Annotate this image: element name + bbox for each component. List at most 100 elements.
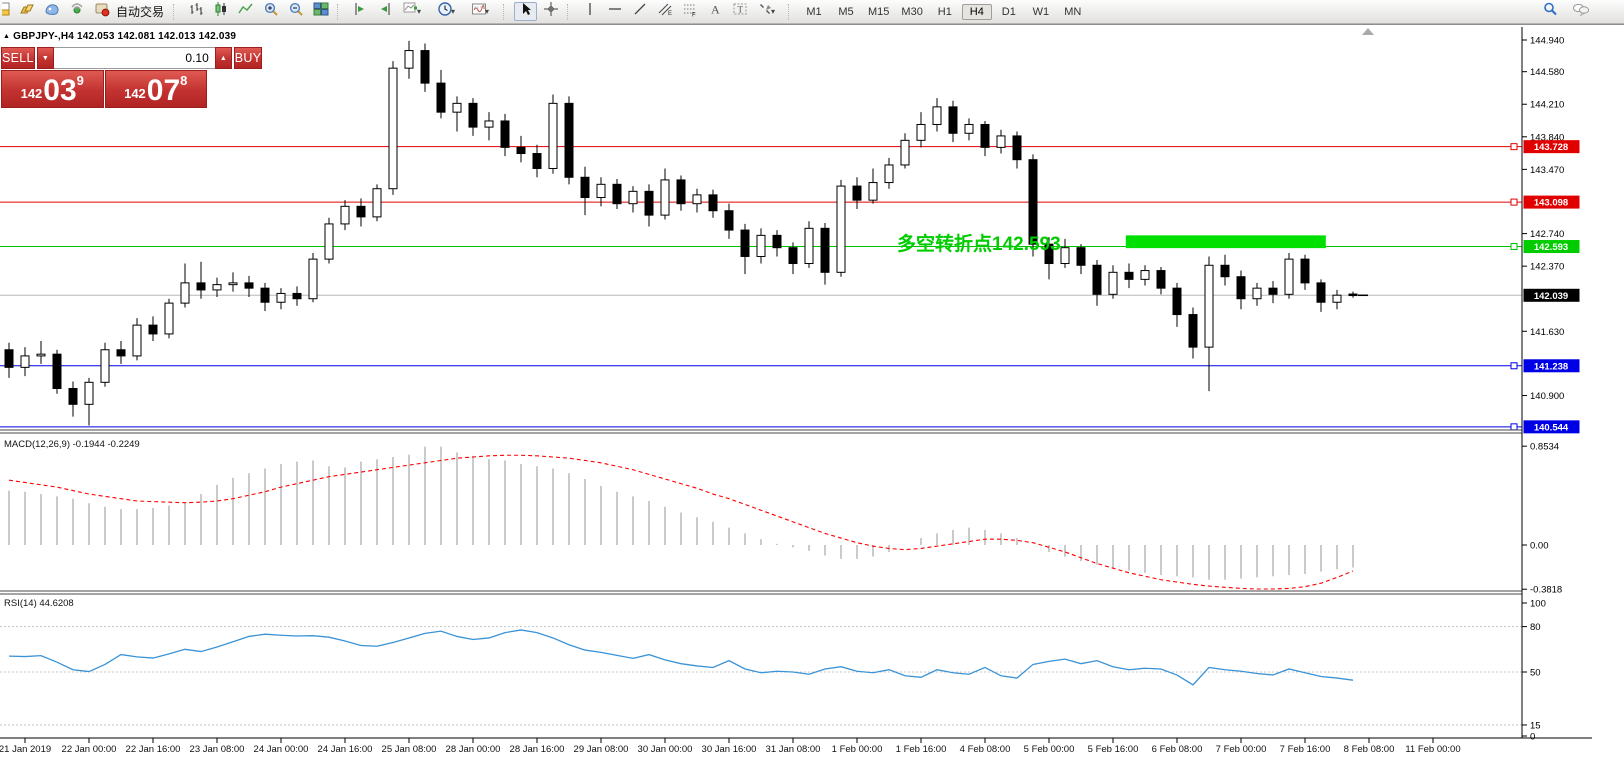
candle bbox=[1348, 293, 1358, 297]
timeframe-h4[interactable]: H4 bbox=[961, 3, 992, 20]
candle bbox=[1332, 294, 1342, 303]
candle bbox=[84, 381, 94, 405]
price-chart-canvas[interactable]: 144.940 144.580 144.210 143.840 143.470 142.7… bbox=[0, 25, 1624, 773]
symbol-ohlc-label: ▲ GBPJPY-,H4 142.053 142.081 142.013 142.… bbox=[3, 31, 236, 42]
chart-shift-button[interactable] bbox=[348, 2, 371, 21]
level-end-marker bbox=[1510, 423, 1518, 431]
sell-price-big: 03 bbox=[43, 73, 77, 107]
buy-price-pip: 8 bbox=[180, 73, 188, 88]
signals-icon bbox=[69, 1, 85, 22]
zoom-out-button[interactable] bbox=[284, 2, 307, 21]
candle bbox=[4, 349, 14, 368]
search-button[interactable] bbox=[1538, 2, 1561, 21]
candle bbox=[468, 102, 478, 128]
svg-text:143.840: 143.840 bbox=[1530, 132, 1564, 143]
volume-decrease-button[interactable]: ▼ bbox=[36, 47, 54, 69]
svg-text:0.00: 0.00 bbox=[1530, 541, 1549, 552]
timeframe-w1[interactable]: W1 bbox=[1032, 5, 1050, 18]
fibonacci-button[interactable]: F bbox=[678, 2, 701, 21]
svg-text:7 Feb 00:00: 7 Feb 00:00 bbox=[1216, 744, 1267, 755]
candle bbox=[980, 123, 990, 148]
crosshair-button[interactable] bbox=[539, 2, 562, 21]
candle bbox=[404, 50, 414, 69]
text-label-button[interactable]: T bbox=[728, 2, 751, 21]
periods-button[interactable]: ▾ bbox=[432, 2, 464, 21]
buy-price-prefix: 142 bbox=[124, 86, 146, 101]
line-chart-button[interactable] bbox=[234, 2, 257, 21]
candle bbox=[52, 353, 62, 389]
volume-input[interactable] bbox=[53, 47, 215, 69]
cursor-button[interactable] bbox=[514, 1, 538, 22]
svg-text:7 Feb 16:00: 7 Feb 16:00 bbox=[1280, 744, 1331, 755]
candle bbox=[1156, 270, 1166, 289]
candle bbox=[564, 102, 574, 178]
vertical-line-button[interactable] bbox=[578, 2, 601, 21]
svg-text:30 Jan 00:00: 30 Jan 00:00 bbox=[638, 744, 693, 755]
svg-text:31 Jan 08:00: 31 Jan 08:00 bbox=[766, 744, 821, 755]
tile-windows-button[interactable] bbox=[309, 2, 332, 21]
candle bbox=[36, 353, 46, 357]
toolbar-separator bbox=[567, 3, 573, 20]
horizontal-line-button[interactable] bbox=[603, 2, 626, 21]
candle bbox=[516, 146, 526, 155]
volume-increase-button[interactable]: ▲ bbox=[214, 47, 232, 69]
price-badge bbox=[1523, 140, 1580, 154]
arrows-button[interactable]: ▾ bbox=[753, 2, 783, 21]
zoom-in-button[interactable] bbox=[259, 2, 282, 21]
trend-line-button[interactable] bbox=[628, 2, 651, 21]
autotrading-label[interactable]: 自动交易 bbox=[116, 5, 165, 19]
chart-autoscroll-button[interactable] bbox=[373, 2, 396, 21]
gold-button[interactable] bbox=[15, 2, 38, 21]
timeframe-m30[interactable]: M30 bbox=[901, 5, 923, 18]
bar-chart-icon bbox=[188, 1, 204, 22]
chevron-down-icon: ▾ bbox=[485, 7, 490, 16]
equidistant-channel-button[interactable]: E bbox=[653, 2, 676, 21]
templates-icon bbox=[471, 1, 487, 22]
candle bbox=[628, 190, 638, 205]
signals-button[interactable] bbox=[65, 2, 88, 21]
new-order-button[interactable] bbox=[2, 2, 13, 21]
svg-text:F: F bbox=[692, 13, 696, 18]
sell-price-button[interactable]: 142 03 9 bbox=[1, 70, 104, 108]
arrows-icon bbox=[757, 1, 773, 22]
candle bbox=[308, 258, 318, 300]
sell-button[interactable]: SELL bbox=[1, 47, 35, 69]
mail-button[interactable] bbox=[40, 2, 63, 21]
svg-text:100: 100 bbox=[1530, 599, 1546, 610]
pivot-annotation-text: 多空转折点142.593 bbox=[897, 234, 1061, 255]
candle bbox=[932, 106, 942, 125]
candlestick-chart-button[interactable] bbox=[209, 2, 232, 21]
autotrading-button[interactable] bbox=[90, 2, 113, 21]
templates-button[interactable]: ▾ bbox=[466, 2, 498, 21]
svg-text:140.900: 140.900 bbox=[1530, 391, 1564, 402]
timeframe-m1[interactable]: M1 bbox=[806, 5, 822, 18]
cursor-icon bbox=[518, 1, 534, 22]
candle bbox=[804, 227, 814, 265]
chat-button[interactable] bbox=[1569, 2, 1592, 21]
timeframe-m15[interactable]: M15 bbox=[868, 5, 890, 18]
crosshair-icon bbox=[543, 1, 559, 22]
price-badge bbox=[1523, 359, 1580, 373]
svg-text:141.630: 141.630 bbox=[1530, 327, 1564, 338]
triangle-down-icon: ▼ bbox=[41, 54, 49, 62]
indicators-button[interactable]: ▾ bbox=[398, 2, 430, 21]
buy-price-button[interactable]: 142 07 8 bbox=[104, 70, 207, 108]
bar-chart-button[interactable] bbox=[184, 2, 207, 21]
candle bbox=[548, 102, 558, 169]
candle bbox=[1300, 258, 1310, 284]
timeframe-mn[interactable]: MN bbox=[1064, 5, 1082, 18]
candle bbox=[644, 190, 654, 216]
toolbar-separator bbox=[173, 3, 179, 20]
timeframe-m5[interactable]: M5 bbox=[838, 5, 854, 18]
candle bbox=[1220, 264, 1230, 278]
zoom-out-icon bbox=[288, 1, 304, 22]
buy-button[interactable]: BUY bbox=[233, 47, 263, 69]
svg-text:A: A bbox=[711, 3, 720, 17]
timeframe-h1[interactable]: H1 bbox=[937, 5, 952, 18]
candle bbox=[836, 185, 846, 273]
svg-text:24 Jan 16:00: 24 Jan 16:00 bbox=[318, 744, 373, 755]
candle bbox=[116, 349, 126, 357]
timeframe-d1[interactable]: D1 bbox=[1001, 5, 1016, 18]
text-button[interactable]: A bbox=[703, 2, 726, 21]
candle bbox=[196, 282, 206, 291]
